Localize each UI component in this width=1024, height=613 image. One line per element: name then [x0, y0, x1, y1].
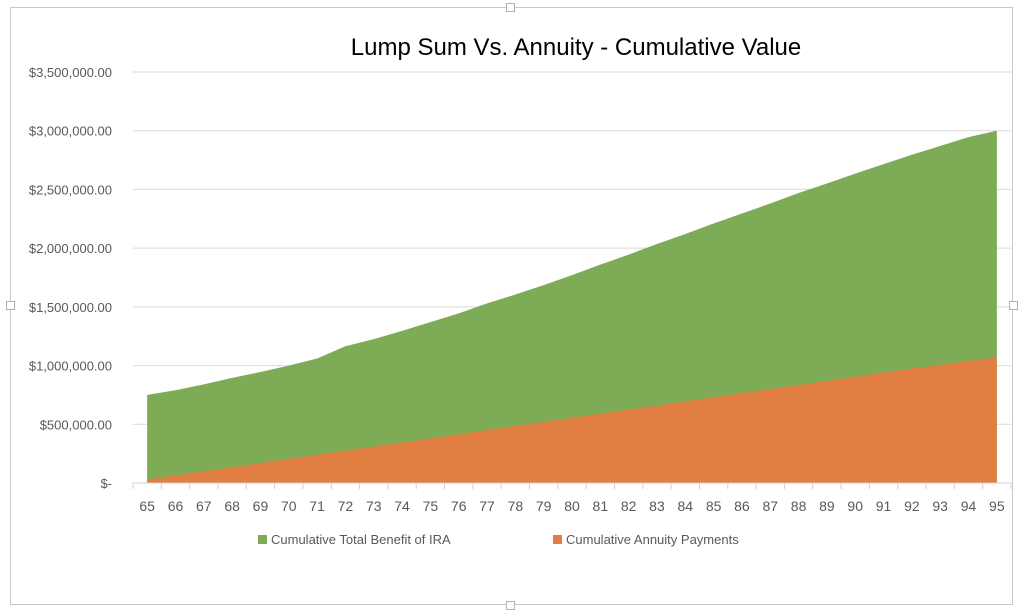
legend-label: Cumulative Annuity Payments	[566, 532, 739, 547]
legend-label: Cumulative Total Benefit of IRA	[271, 532, 451, 547]
x-tick-label: 71	[309, 498, 325, 514]
x-tick-label: 68	[224, 498, 240, 514]
y-tick-label: $3,000,000.00	[29, 124, 112, 139]
x-tick-label: 76	[451, 498, 467, 514]
area-series-2	[147, 357, 997, 483]
y-tick-label: $1,500,000.00	[29, 300, 112, 315]
x-tick-label: 77	[479, 498, 495, 514]
x-tick-label: 69	[253, 498, 269, 514]
resize-handle-left[interactable]	[6, 301, 15, 310]
x-tick-label: 91	[876, 498, 892, 514]
x-tick-label: 79	[536, 498, 552, 514]
x-tick-label: 86	[734, 498, 750, 514]
chart-title: Lump Sum Vs. Annuity - Cumulative Value	[351, 34, 801, 61]
x-tick-label: 66	[168, 498, 184, 514]
y-tick-label: $2,000,000.00	[29, 241, 112, 256]
x-tick-label: 92	[904, 498, 920, 514]
x-tick-label: 83	[649, 498, 665, 514]
resize-handle-bottom[interactable]	[506, 601, 515, 610]
x-tick-label: 90	[847, 498, 863, 514]
x-tick-label: 65	[139, 498, 155, 514]
resize-handle-top[interactable]	[506, 3, 515, 12]
y-tick-label: $-	[100, 476, 112, 491]
x-tick-label: 72	[338, 498, 354, 514]
x-tick-label: 81	[593, 498, 609, 514]
x-tick-label: 82	[621, 498, 637, 514]
legend-swatch	[553, 535, 562, 544]
x-tick-label: 67	[196, 498, 212, 514]
x-tick-label: 73	[366, 498, 382, 514]
x-tick-label: 84	[678, 498, 694, 514]
y-tick-label: $3,500,000.00	[29, 65, 112, 80]
x-tick-label: 89	[819, 498, 835, 514]
resize-handle-right[interactable]	[1009, 301, 1018, 310]
x-tick-label: 94	[961, 498, 977, 514]
legend-swatch	[258, 535, 267, 544]
x-tick-label: 88	[791, 498, 807, 514]
x-tick-label: 87	[762, 498, 778, 514]
x-tick-label: 74	[394, 498, 410, 514]
x-tick-label: 78	[508, 498, 524, 514]
y-tick-label: $2,500,000.00	[29, 182, 112, 197]
x-tick-label: 80	[564, 498, 580, 514]
x-tick-label: 95	[989, 498, 1005, 514]
y-tick-label: $500,000.00	[40, 417, 112, 432]
x-tick-label: 75	[423, 498, 439, 514]
x-tick-label: 70	[281, 498, 297, 514]
y-tick-label: $1,000,000.00	[29, 359, 112, 374]
x-tick-label: 93	[932, 498, 948, 514]
x-tick-label: 85	[706, 498, 722, 514]
